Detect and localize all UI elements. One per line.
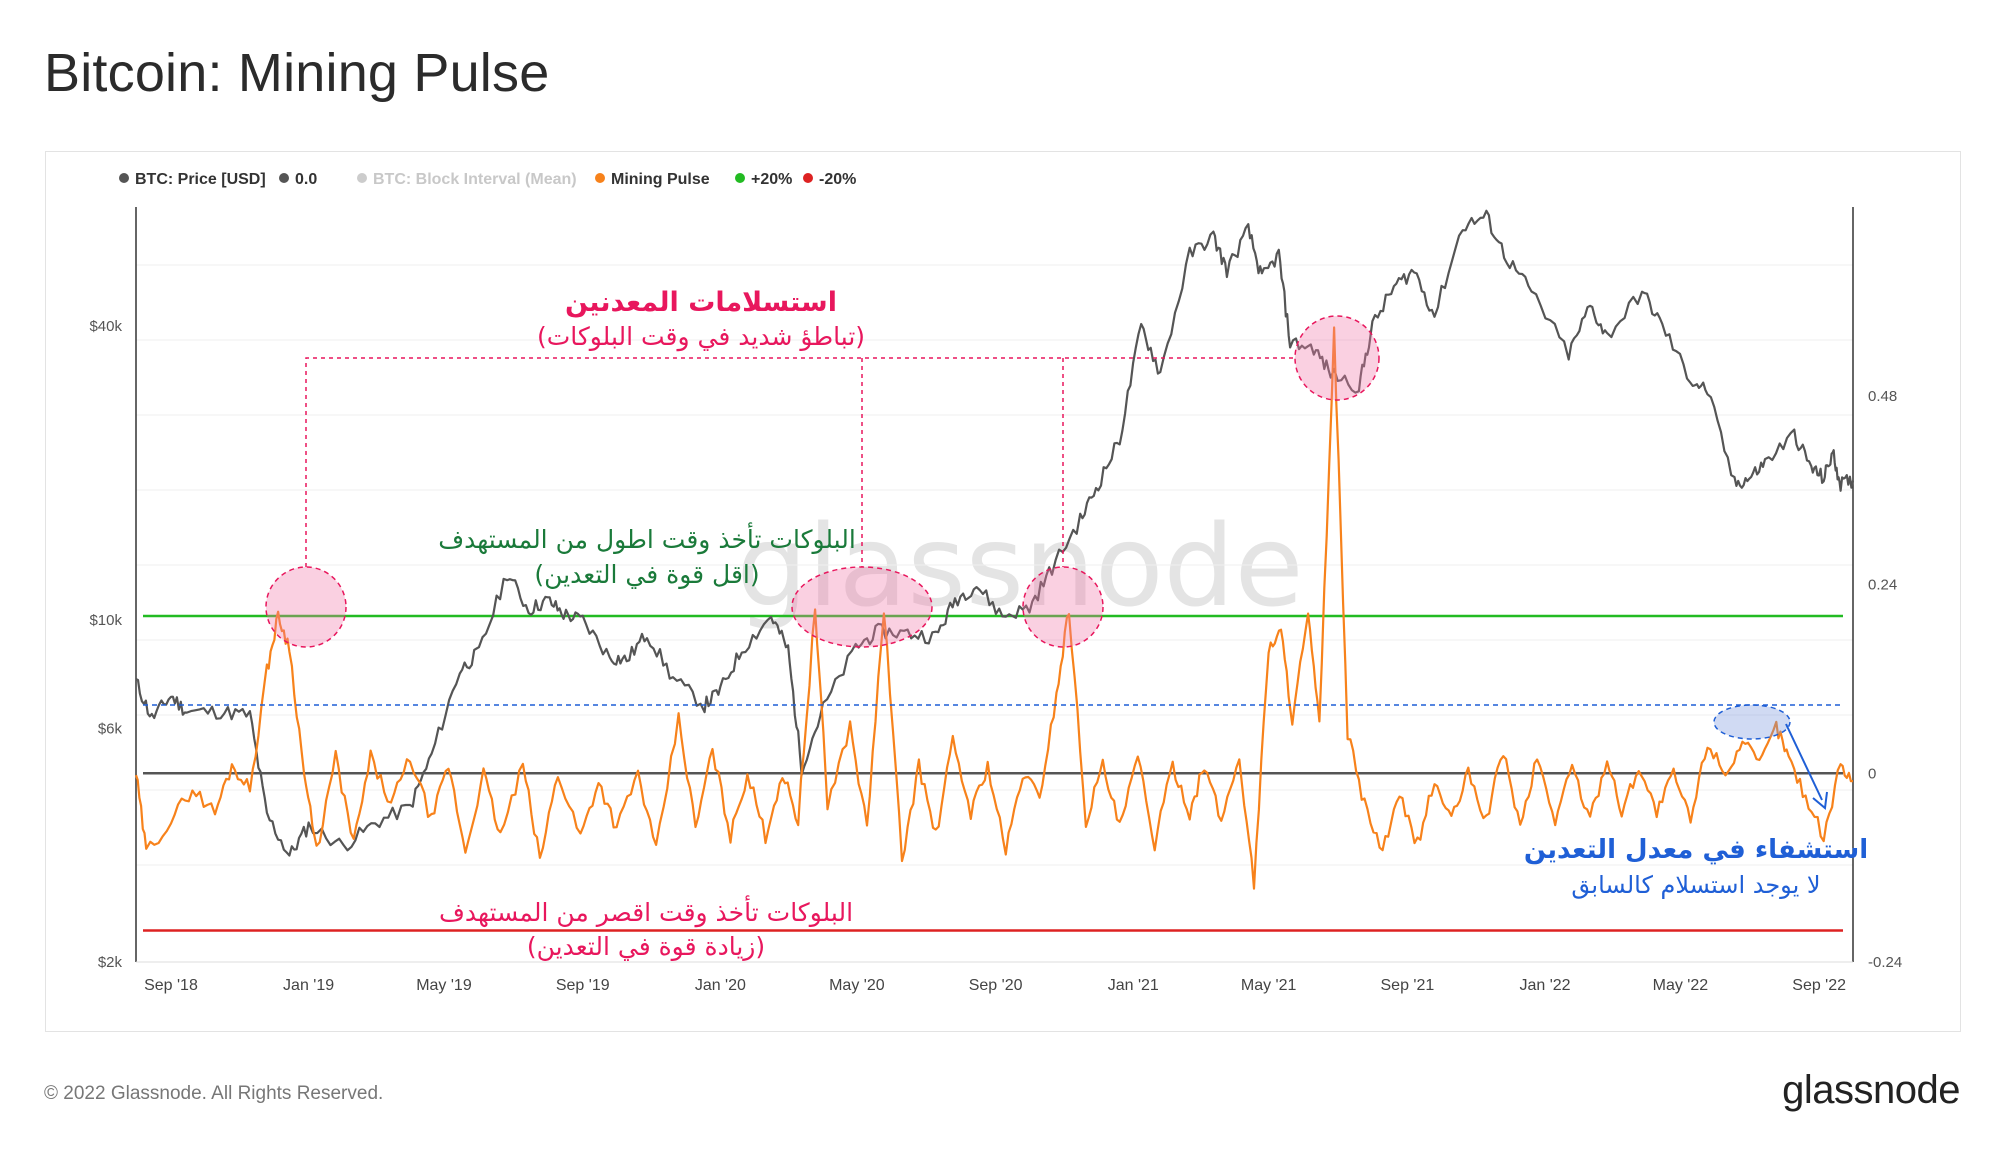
slow-blocks-title: البلوكات تأخذ وقت اطول من المستهدف xyxy=(438,521,856,555)
x-tick-label: Sep '18 xyxy=(144,977,198,994)
price-series xyxy=(135,209,1855,857)
capitulation-circle-4 xyxy=(1294,315,1380,401)
legend-label: +20% xyxy=(751,171,792,188)
capitulation-circle-2 xyxy=(791,566,933,648)
legend-label: Mining Pulse xyxy=(611,171,710,188)
x-tick-label: Jan '21 xyxy=(1108,977,1159,994)
x-tick-label: Jan '22 xyxy=(1519,977,1570,994)
x-tick-label: Jan '19 xyxy=(283,977,334,994)
x-tick-label: Sep '19 xyxy=(556,977,610,994)
chart-frame xyxy=(45,151,1961,1032)
fast-blocks-subtitle: (زيادة قوة في التعدين) xyxy=(527,932,765,961)
legend-label: BTC: Block Interval (Mean) xyxy=(373,171,577,188)
legend-marker xyxy=(595,173,605,183)
legend-marker xyxy=(357,173,367,183)
legend-marker xyxy=(735,173,745,183)
capitulation-circle-1 xyxy=(265,566,347,648)
x-tick-label: Jan '20 xyxy=(695,977,746,994)
brand-logo: glassnode xyxy=(1782,1068,1960,1112)
x-tick-label: May '20 xyxy=(829,977,885,994)
legend-label: -20% xyxy=(819,171,856,188)
capitulation-subtitle: (تباطؤ شديد في وقت البلوكات) xyxy=(537,322,865,352)
x-tick-label: May '21 xyxy=(1241,977,1297,994)
recovery-title: استشفاء في معدل التعدين xyxy=(1524,835,1868,865)
y-right-tick-label: 0.48 xyxy=(1868,388,1897,405)
recovery-arrow-head xyxy=(1812,791,1828,810)
recovery-subtitle: لا يوجد استسلام كالسابق xyxy=(1571,871,1820,899)
fast-blocks-title: البلوكات تأخذ وقت اقصر من المستهدف xyxy=(439,894,853,928)
grid-lines xyxy=(136,264,1853,866)
y-left-tick-label: $10k xyxy=(89,612,122,629)
capitulation-circle-3 xyxy=(1022,566,1104,648)
capitulation-connector xyxy=(305,357,1295,567)
x-tick-label: May '19 xyxy=(416,977,472,994)
x-tick-label: Sep '20 xyxy=(969,977,1023,994)
y-right-tick-label: 0.24 xyxy=(1868,577,1897,594)
reference-lines xyxy=(143,614,1843,932)
y-left-tick-label: $6k xyxy=(98,721,123,738)
watermark: glassnode xyxy=(736,502,1303,632)
slow-blocks-subtitle: (اقل قوة في التعدين) xyxy=(534,560,759,589)
copyright: © 2022 Glassnode. All Rights Reserved. xyxy=(44,1083,384,1104)
mining-pulse-series xyxy=(134,326,1854,890)
y-left-tick-label: $2k xyxy=(98,954,123,971)
recovery-ellipse xyxy=(1713,704,1791,740)
legend-label: 0.0 xyxy=(295,171,317,188)
legend-marker xyxy=(119,173,129,183)
x-tick-label: Sep '21 xyxy=(1381,977,1435,994)
y-right-tick-label: -0.24 xyxy=(1868,954,1902,971)
legend-label: BTC: Price [USD] xyxy=(135,171,266,188)
legend-marker xyxy=(803,173,813,183)
price-line xyxy=(135,209,1855,857)
x-tick-label: May '22 xyxy=(1653,977,1709,994)
legend-marker xyxy=(279,173,289,183)
axes: Sep '18 Jan '19 May '19 Sep '19 Jan '20 May '… xyxy=(89,207,1902,994)
page-title: Bitcoin: Mining Pulse xyxy=(44,43,550,103)
x-tick-label: Sep '22 xyxy=(1792,977,1846,994)
annotations: استسلامات المعدنين (تباطؤ شديد في وقت ال… xyxy=(143,287,1868,961)
chart-legend: BTC: Price [USD] 0.0 BTC: Block Interval (… xyxy=(119,171,856,188)
recovery-arrow xyxy=(1785,723,1823,801)
mining-pulse-line xyxy=(134,326,1854,890)
y-right-tick-label: 0 xyxy=(1868,765,1876,782)
capitulation-title: استسلامات المعدنين xyxy=(565,287,837,318)
y-left-tick-label: $40k xyxy=(89,318,122,335)
